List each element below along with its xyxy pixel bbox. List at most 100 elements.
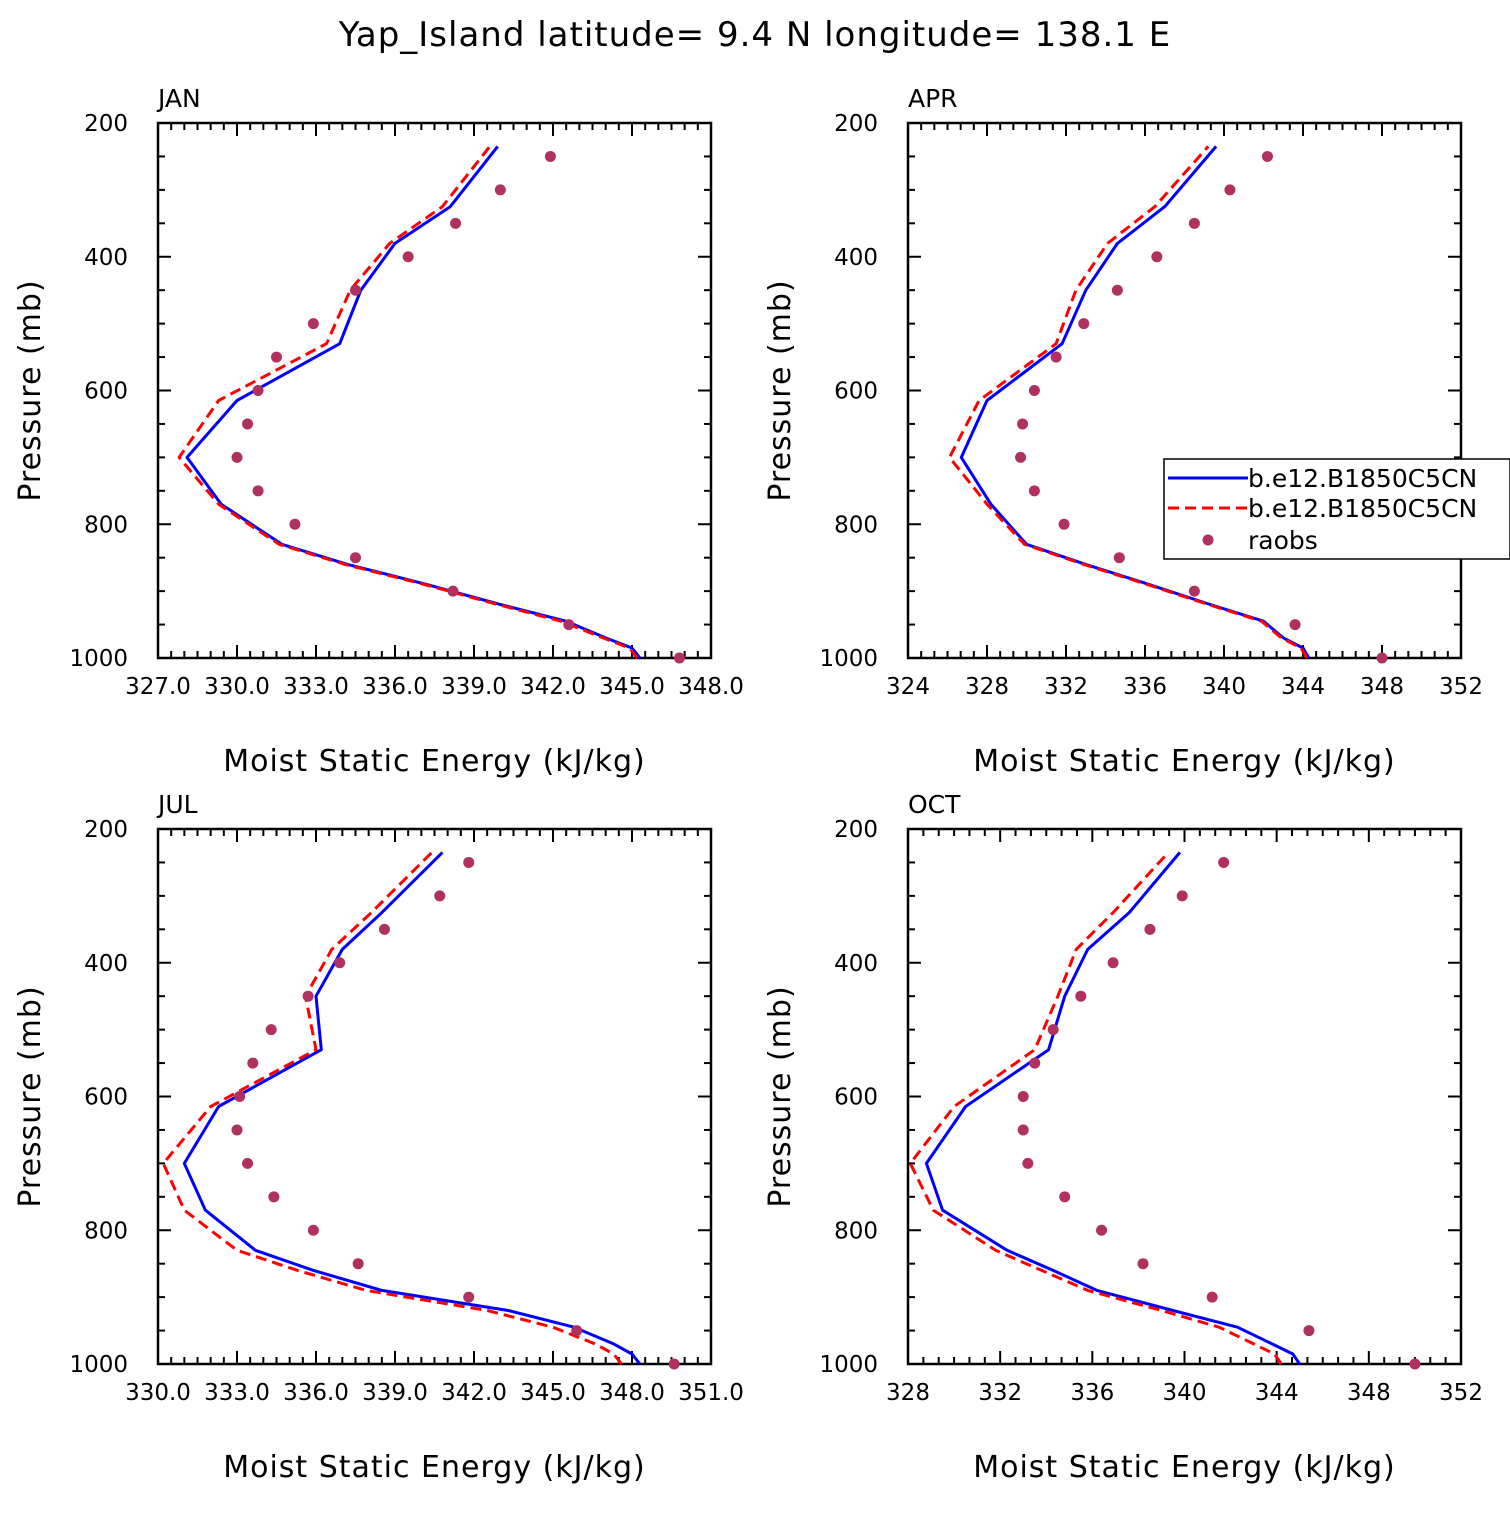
raobs-point <box>231 1124 243 1136</box>
y-tick-label: 1000 <box>819 646 878 672</box>
series-line-solid <box>924 851 1301 1365</box>
raobs-point <box>447 585 459 597</box>
series-raobs <box>1017 856 1421 1370</box>
x-tick-label: 348 <box>1360 674 1404 700</box>
y-tick-label: 800 <box>834 1218 878 1244</box>
figure-title: Yap_Island latitude= 9.4 N longitude= 13… <box>338 15 1171 55</box>
y-tick-label: 800 <box>834 512 878 538</box>
raobs-point <box>1289 619 1301 631</box>
raobs-point <box>289 518 301 530</box>
x-tick-label: 342.0 <box>520 674 586 700</box>
y-tick-label: 600 <box>84 379 128 405</box>
raobs-point <box>1206 1291 1218 1303</box>
x-tick-label: 324 <box>886 674 930 700</box>
x-tick-label: 351.0 <box>678 1380 744 1406</box>
panel-title: JAN <box>156 84 201 113</box>
y-tick-label: 400 <box>84 951 128 977</box>
raobs-point <box>1261 150 1273 162</box>
x-tick-label: 336.0 <box>283 1380 349 1406</box>
x-tick-label: 333.0 <box>283 674 349 700</box>
legend-label: raobs <box>1248 526 1318 555</box>
x-tick-label: 330.0 <box>125 1380 191 1406</box>
series-line-dashed <box>908 851 1283 1365</box>
x-tick-label: 328 <box>965 674 1009 700</box>
y-tick-label: 800 <box>84 1218 128 1244</box>
y-axis-label: Pressure (mb) <box>13 985 48 1207</box>
raobs-point <box>378 923 390 935</box>
raobs-point <box>1059 1191 1071 1203</box>
raobs-point <box>434 890 446 902</box>
raobs-point <box>1078 318 1090 330</box>
raobs-point <box>1144 923 1156 935</box>
y-tick-label: 200 <box>84 817 128 843</box>
raobs-point <box>1022 1157 1034 1169</box>
y-tick-label: 200 <box>834 111 878 137</box>
raobs-point <box>1050 351 1062 363</box>
raobs-point <box>571 1325 583 1337</box>
x-tick-label: 344 <box>1255 1380 1299 1406</box>
raobs-point <box>242 1157 254 1169</box>
x-tick-label: 345.0 <box>599 674 665 700</box>
raobs-point <box>1176 890 1188 902</box>
x-tick-label: 333.0 <box>204 1380 270 1406</box>
raobs-point <box>1188 217 1200 229</box>
legend-marker-raobs <box>1202 534 1214 546</box>
series-line-dashed <box>948 145 1309 659</box>
raobs-point <box>247 1057 259 1069</box>
panel-jan: JAN 327.0 330.0 333.0 336.0 339.0 342.0 345.0 34… <box>13 84 744 779</box>
panel-title: JUL <box>156 790 198 819</box>
x-tick-label: 327.0 <box>125 674 191 700</box>
x-axis-label: Moist Static Energy (kJ/kg) <box>973 744 1396 779</box>
raobs-point <box>673 652 685 664</box>
raobs-point <box>1409 1358 1421 1370</box>
x-tick-label: 328 <box>886 1380 930 1406</box>
raobs-point <box>265 1024 277 1036</box>
y-tick-label: 200 <box>84 111 128 137</box>
raobs-point <box>268 1191 280 1203</box>
raobs-point <box>242 418 254 430</box>
x-axis-label: Moist Static Energy (kJ/kg) <box>973 1450 1396 1485</box>
raobs-point <box>1028 485 1040 497</box>
raobs-point <box>1028 385 1040 396</box>
raobs-point <box>463 856 475 868</box>
raobs-point <box>668 1358 680 1370</box>
legend-label: b.e12.B1850C5CN <box>1248 494 1477 523</box>
raobs-point <box>494 184 506 196</box>
panel-jul: JUL 330.0 333.0 336.0 339.0 342.0 345.0 348.0 35… <box>13 790 744 1485</box>
panel-oct: OCT 328 332 336 340 344 348 352 200 400 600 800 1000… <box>763 790 1483 1485</box>
raobs-point <box>1188 585 1200 597</box>
raobs-point <box>1017 1124 1029 1136</box>
raobs-point <box>271 351 282 363</box>
y-tick-label: 600 <box>834 1085 878 1111</box>
raobs-point <box>463 1291 475 1303</box>
x-tick-label: 340 <box>1163 1380 1207 1406</box>
x-tick-label: 336.0 <box>362 674 428 700</box>
y-tick-label: 200 <box>834 817 878 843</box>
legend-label: b.e12.B1850C5CN <box>1248 464 1477 493</box>
x-tick-label: 348.0 <box>599 1380 665 1406</box>
x-axis-label: Moist Static Energy (kJ/kg) <box>223 744 646 779</box>
raobs-point <box>1137 1258 1149 1270</box>
raobs-point <box>544 150 556 162</box>
raobs-point <box>1017 418 1029 430</box>
raobs-point <box>1224 184 1236 196</box>
y-tick-label: 1000 <box>819 1352 878 1378</box>
x-tick-label: 340 <box>1202 674 1246 700</box>
raobs-point <box>450 217 462 229</box>
raobs-point <box>1111 284 1123 296</box>
raobs-point <box>252 485 264 497</box>
raobs-point <box>302 990 314 1002</box>
raobs-point <box>1218 856 1230 868</box>
x-tick-label: 342.0 <box>441 1380 507 1406</box>
panels: JAN 327.0 330.0 333.0 336.0 339.0 342.0 345.0 34… <box>13 84 1483 1485</box>
x-tick-label: 336 <box>1123 674 1167 700</box>
raobs-point <box>1047 1024 1059 1036</box>
y-tick-label: 1000 <box>69 646 128 672</box>
raobs-point <box>307 1224 319 1236</box>
x-tick-label: 345.0 <box>520 1380 586 1406</box>
x-tick-label: 330.0 <box>204 674 270 700</box>
panel-apr: APR 324 328 332 336 340 344 348 352 200 400 600 800 1… <box>763 84 1483 779</box>
